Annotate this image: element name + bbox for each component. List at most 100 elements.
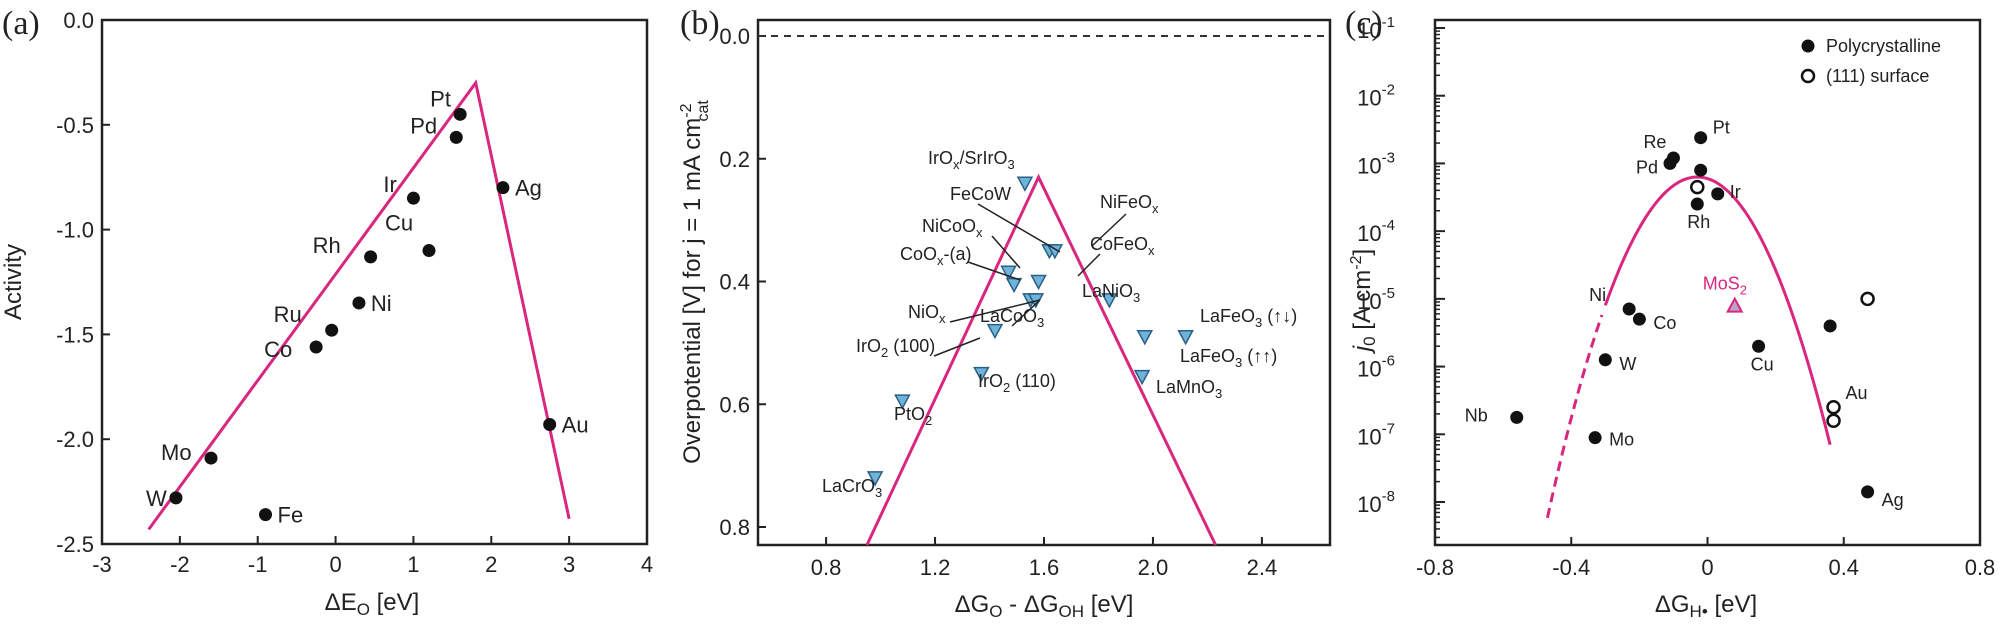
panel-c-point-polycrystalline (1510, 410, 1524, 424)
panel-a-point (453, 107, 467, 121)
panel-b-leader-arrow (977, 203, 1061, 253)
panel-a-point-label: Au (562, 413, 589, 438)
panel-c-xtick-label: -0.4 (1552, 555, 1590, 580)
panel-b-leader-arrow (967, 261, 1021, 281)
panel-c-point-polycrystalline (1663, 156, 1677, 170)
panel-b-point (986, 323, 1004, 340)
panel-a-point-label: Pd (410, 113, 437, 138)
panel-c-point-polycrystalline (1598, 353, 1612, 367)
panel-a-xtick-label: 3 (563, 552, 575, 577)
panel-c-xtick-label: 0 (1701, 555, 1713, 580)
panel-b-point-label: LaCrO3 (822, 476, 882, 500)
panel-c-point-111-surface (1860, 291, 1875, 307)
panel-a-point (406, 191, 420, 205)
panel-a-point-label: Fe (278, 503, 304, 528)
panel-c-ytick-label: 10-8 (1357, 488, 1395, 517)
panel-b-xtick-label: 1.2 (920, 555, 951, 580)
panel-b-point (1016, 176, 1034, 192)
panel-a-point-label: Ag (515, 176, 542, 201)
panel-c: (c) -0.8 -0.4 0 0.4 0.8 10-1 10-2 10-3 10-4 10-5 1… (1345, 5, 1995, 621)
panel-b-volcano-line (865, 173, 1217, 546)
panel-c-xtick-label: -0.8 (1416, 555, 1454, 580)
panel-b-xlabel: ΔGO - ΔGOH [eV] (955, 591, 1134, 621)
panel-c-xlabel: ΔGH• [eV] (1655, 591, 1757, 621)
legend-marker-filled (1801, 39, 1815, 53)
panel-a-point-label: Mo (161, 440, 192, 465)
panel-c-point-label: Pt (1713, 118, 1730, 138)
panel-b-ytick-label: 0.6 (719, 392, 750, 417)
panel-b-point (1101, 293, 1118, 309)
panel-b-point-label: LaFeO3 (↑↓) (1200, 306, 1297, 330)
panel-c-ytick-label: 10-4 (1357, 217, 1395, 246)
panel-c-point-polycrystalline (1711, 187, 1725, 201)
panel-a-ytick-label: -0.5 (56, 113, 94, 138)
panel-c-point-111-surface (1690, 179, 1705, 195)
panel-b-xtick-label: 2.0 (1138, 555, 1169, 580)
panel-a-xtick-label: 2 (485, 552, 497, 577)
panel-a-point (422, 244, 436, 258)
panel-b-ytick-label: 0.0 (719, 24, 750, 49)
panel-b-ytick-label: 0.2 (719, 147, 750, 172)
panel-c-mos2-label: MoS2 (1703, 274, 1747, 298)
panel-a-xtick-label: -1 (248, 552, 268, 577)
panel-b-point (973, 366, 990, 383)
panel-b-point (866, 471, 884, 487)
panel-b-point (1136, 329, 1154, 346)
panel-b-point-label: IrO2 (110) (978, 371, 1056, 395)
panel-b-point (1005, 277, 1023, 294)
panel-c-point-label: Ir (1730, 182, 1741, 202)
panel-c-point-polycrystalline (1694, 163, 1708, 177)
panel-a-ytick-label: 0.0 (63, 8, 94, 33)
panel-c-point-label: Ag (1882, 490, 1904, 510)
panel-b-ylabel: Overpotential [V] for j = 1 mA cm-2cat (678, 100, 712, 464)
panel-b-point (1030, 274, 1047, 291)
panel-b-point-label: NiOx (908, 302, 946, 326)
panel-a-point-label: W (146, 486, 167, 511)
panel-c-ytick-label: 10-3 (1357, 149, 1395, 178)
panel-c-point-polycrystalline (1752, 339, 1766, 353)
panel-c-point-polycrystalline (1694, 131, 1708, 145)
panel-a-point (543, 418, 557, 432)
panel-c-ylabel: j0 [A cm-2] (1348, 249, 1379, 354)
panel-a-xtick-label: -3 (92, 552, 112, 577)
panel-c-point-label: Au (1846, 383, 1868, 403)
panel-c-tag: (c) (1345, 5, 1383, 42)
panel-a-xlabel: ΔEO [eV] (325, 589, 420, 619)
panel-c-point-label: Nb (1465, 405, 1488, 425)
panel-b-point (1133, 369, 1151, 386)
panel-b-ytick-label: 0.8 (719, 515, 750, 540)
panel-a-point-label: Cu (385, 211, 413, 236)
panel-b-leader-arrow (933, 337, 981, 357)
panel-c-point-polycrystalline (1588, 431, 1602, 445)
panel-a-ytick-label: -2.5 (56, 532, 94, 557)
panel-a-point (309, 340, 323, 354)
panel-b-point-label: LaNiO3 (1082, 281, 1140, 305)
panel-c-point-polycrystalline (1690, 197, 1704, 211)
panel-c-point-label: Re (1643, 132, 1666, 152)
panel-c-point-polycrystalline (1861, 485, 1875, 499)
panel-a-point (259, 508, 272, 522)
panel-a-point-label: Ni (371, 291, 392, 316)
panel-a-ylabel: Activity (0, 244, 27, 320)
panel-a-point-label: Pt (430, 86, 451, 111)
panel-c-point-label: Mo (1609, 430, 1634, 450)
panel-c-xtick-label: 0.8 (1965, 555, 1996, 580)
panel-b-point-label: CoOx-(a) (900, 244, 972, 268)
panel-b-xtick-label: 1.6 (1029, 555, 1060, 580)
panel-b-leader-arrow (1011, 299, 1041, 327)
panel-b-point (1000, 265, 1017, 281)
panel-a-point-label: Rh (313, 233, 341, 258)
panel-b-point (894, 394, 911, 410)
panel-c-point-label: Co (1653, 313, 1676, 333)
panel-c-point-111-surface (1826, 413, 1841, 428)
panel-c-point-111-surface (1826, 399, 1841, 415)
panel-a-xtick-label: -2 (170, 552, 190, 577)
panel-c-point-label: Ni (1589, 285, 1606, 305)
panel-b-xtick-label: 2.4 (1247, 555, 1278, 580)
panel-c-point-label: Rh (1687, 212, 1710, 232)
panel-c-volcano-curve (1603, 175, 1832, 446)
panel-b-point-label: LaFeO3 (↑↑) (1180, 346, 1277, 370)
panel-a: (a) -3 -2 -1 0 1 2 3 4 -2.5 -2.0 -1.5 -1.0 -0.5 0.0 P… (0, 5, 653, 619)
panel-c-volcano-extrapolated (1545, 314, 1604, 519)
